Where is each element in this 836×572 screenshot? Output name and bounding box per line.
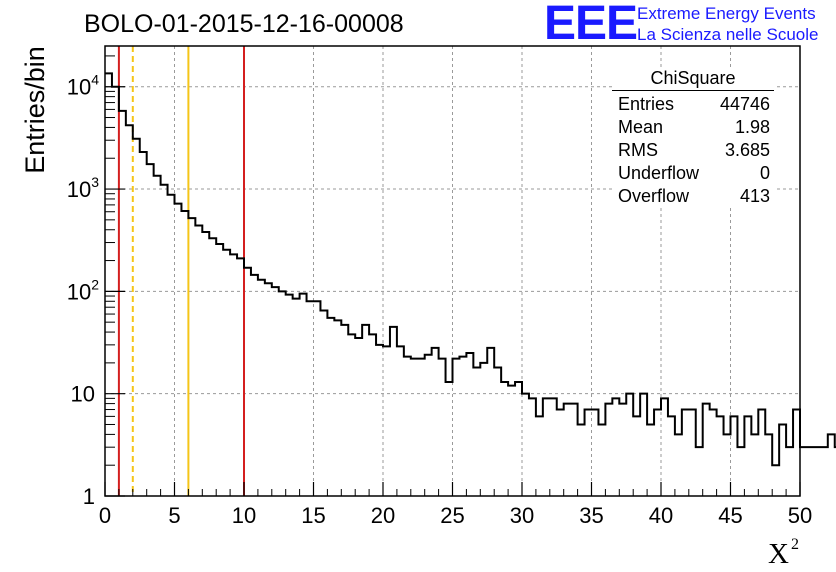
- stats-value: 3.685: [724, 140, 770, 160]
- stats-row-underflow: Underflow 0: [612, 162, 774, 185]
- y-tick-labels: 1 10 102 103 104: [67, 72, 99, 509]
- x-tick-label: 20: [371, 503, 395, 528]
- x-axis-label-superscript: 2: [790, 536, 799, 553]
- grid: [105, 46, 800, 496]
- logo-line-1: Extreme Energy Events: [637, 4, 816, 23]
- logo-line-2: La Scienza nelle Scuole: [637, 25, 819, 44]
- y-tick-label: 1: [83, 484, 95, 509]
- stats-value: 0: [759, 163, 770, 183]
- eee-logo-text: Extreme Energy Events La Scienza nelle S…: [637, 3, 818, 45]
- x-tick-labels: 0 5 10 15 20 25 30 35 40 45 50: [99, 503, 812, 528]
- stats-title: ChiSquare: [612, 68, 774, 91]
- x-tick-label: 25: [440, 503, 464, 528]
- y-tick-label: 103: [67, 174, 99, 202]
- x-tick-label: 0: [99, 503, 111, 528]
- x-tick-label: 10: [232, 503, 256, 528]
- chart-title: BOLO-01-2015-12-16-00008: [84, 10, 404, 38]
- stats-box: ChiSquare Entries 44746 Mean 1.98 RMS 3.…: [612, 68, 774, 208]
- x-tick-label: 15: [301, 503, 325, 528]
- stats-row-overflow: Overflow 413: [612, 185, 774, 208]
- stats-row-entries: Entries 44746: [612, 93, 774, 116]
- x-tick-label: 40: [649, 503, 673, 528]
- stats-label: Entries: [618, 94, 675, 114]
- axis-ticks: [104, 55, 801, 497]
- x-tick-label: 50: [788, 503, 812, 528]
- cut-lines: [117, 46, 245, 496]
- y-tick-label: 104: [67, 72, 99, 100]
- stats-label: Overflow: [618, 186, 690, 206]
- stats-value: 413: [739, 186, 770, 206]
- y-tick-label: 102: [67, 276, 99, 304]
- eee-logo-mark: EEE: [544, 0, 638, 50]
- y-tick-label: 10: [71, 382, 95, 407]
- x-tick-label: 5: [168, 503, 180, 528]
- stats-value: 44746: [719, 94, 770, 114]
- x-tick-label: 35: [579, 503, 603, 528]
- stats-value: 1.98: [734, 117, 770, 137]
- stats-label: Underflow: [618, 163, 700, 183]
- y-axis-label: Entries/bin: [20, 46, 50, 174]
- stats-row-rms: RMS 3.685: [612, 139, 774, 162]
- stats-row-mean: Mean 1.98: [612, 116, 774, 139]
- x-tick-label: 30: [510, 503, 534, 528]
- x-tick-label: 45: [718, 503, 742, 528]
- x-axis-label-base: X: [768, 538, 789, 570]
- histogram-series: [105, 72, 836, 467]
- stats-label: Mean: [618, 117, 664, 137]
- stats-label: RMS: [618, 140, 658, 160]
